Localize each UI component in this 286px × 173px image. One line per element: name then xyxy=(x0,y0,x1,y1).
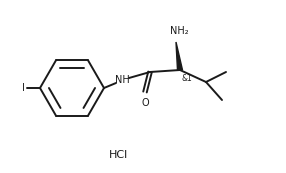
Text: NH: NH xyxy=(115,75,129,85)
Polygon shape xyxy=(176,42,182,70)
Text: &1: &1 xyxy=(181,74,192,83)
Text: I: I xyxy=(22,83,25,93)
Text: O: O xyxy=(141,98,149,108)
Text: HCl: HCl xyxy=(108,150,128,160)
Text: NH₂: NH₂ xyxy=(170,26,188,36)
